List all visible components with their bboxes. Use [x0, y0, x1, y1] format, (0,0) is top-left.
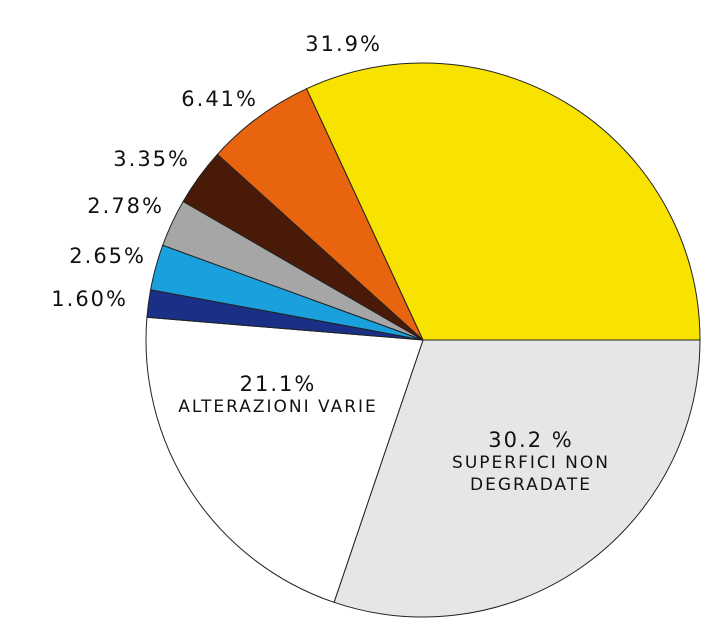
pie-slice — [145, 316, 424, 603]
value-label: 3.35% — [113, 147, 190, 171]
slice-label: 30.2 % SUPERFICI NON DEGRADATE — [416, 428, 646, 496]
value-label: 21.1% — [239, 372, 317, 396]
value-label: 2.78% — [87, 194, 164, 218]
category-label: ALTERAZIONI VARIE — [178, 397, 378, 417]
pie-slice — [216, 87, 424, 341]
value-label: 6.41% — [181, 87, 258, 111]
value-label: 31.9% — [305, 32, 382, 56]
value-label: 30.2 % — [488, 428, 574, 452]
value-label: 1.60% — [51, 287, 128, 311]
pie-slice — [305, 62, 701, 341]
slice-label: 21.1% ALTERAZIONI VARIE — [178, 372, 378, 418]
category-label: SUPERFICI NON DEGRADATE — [452, 453, 610, 495]
value-label: 2.65% — [69, 244, 146, 268]
pie-slice — [333, 339, 701, 618]
